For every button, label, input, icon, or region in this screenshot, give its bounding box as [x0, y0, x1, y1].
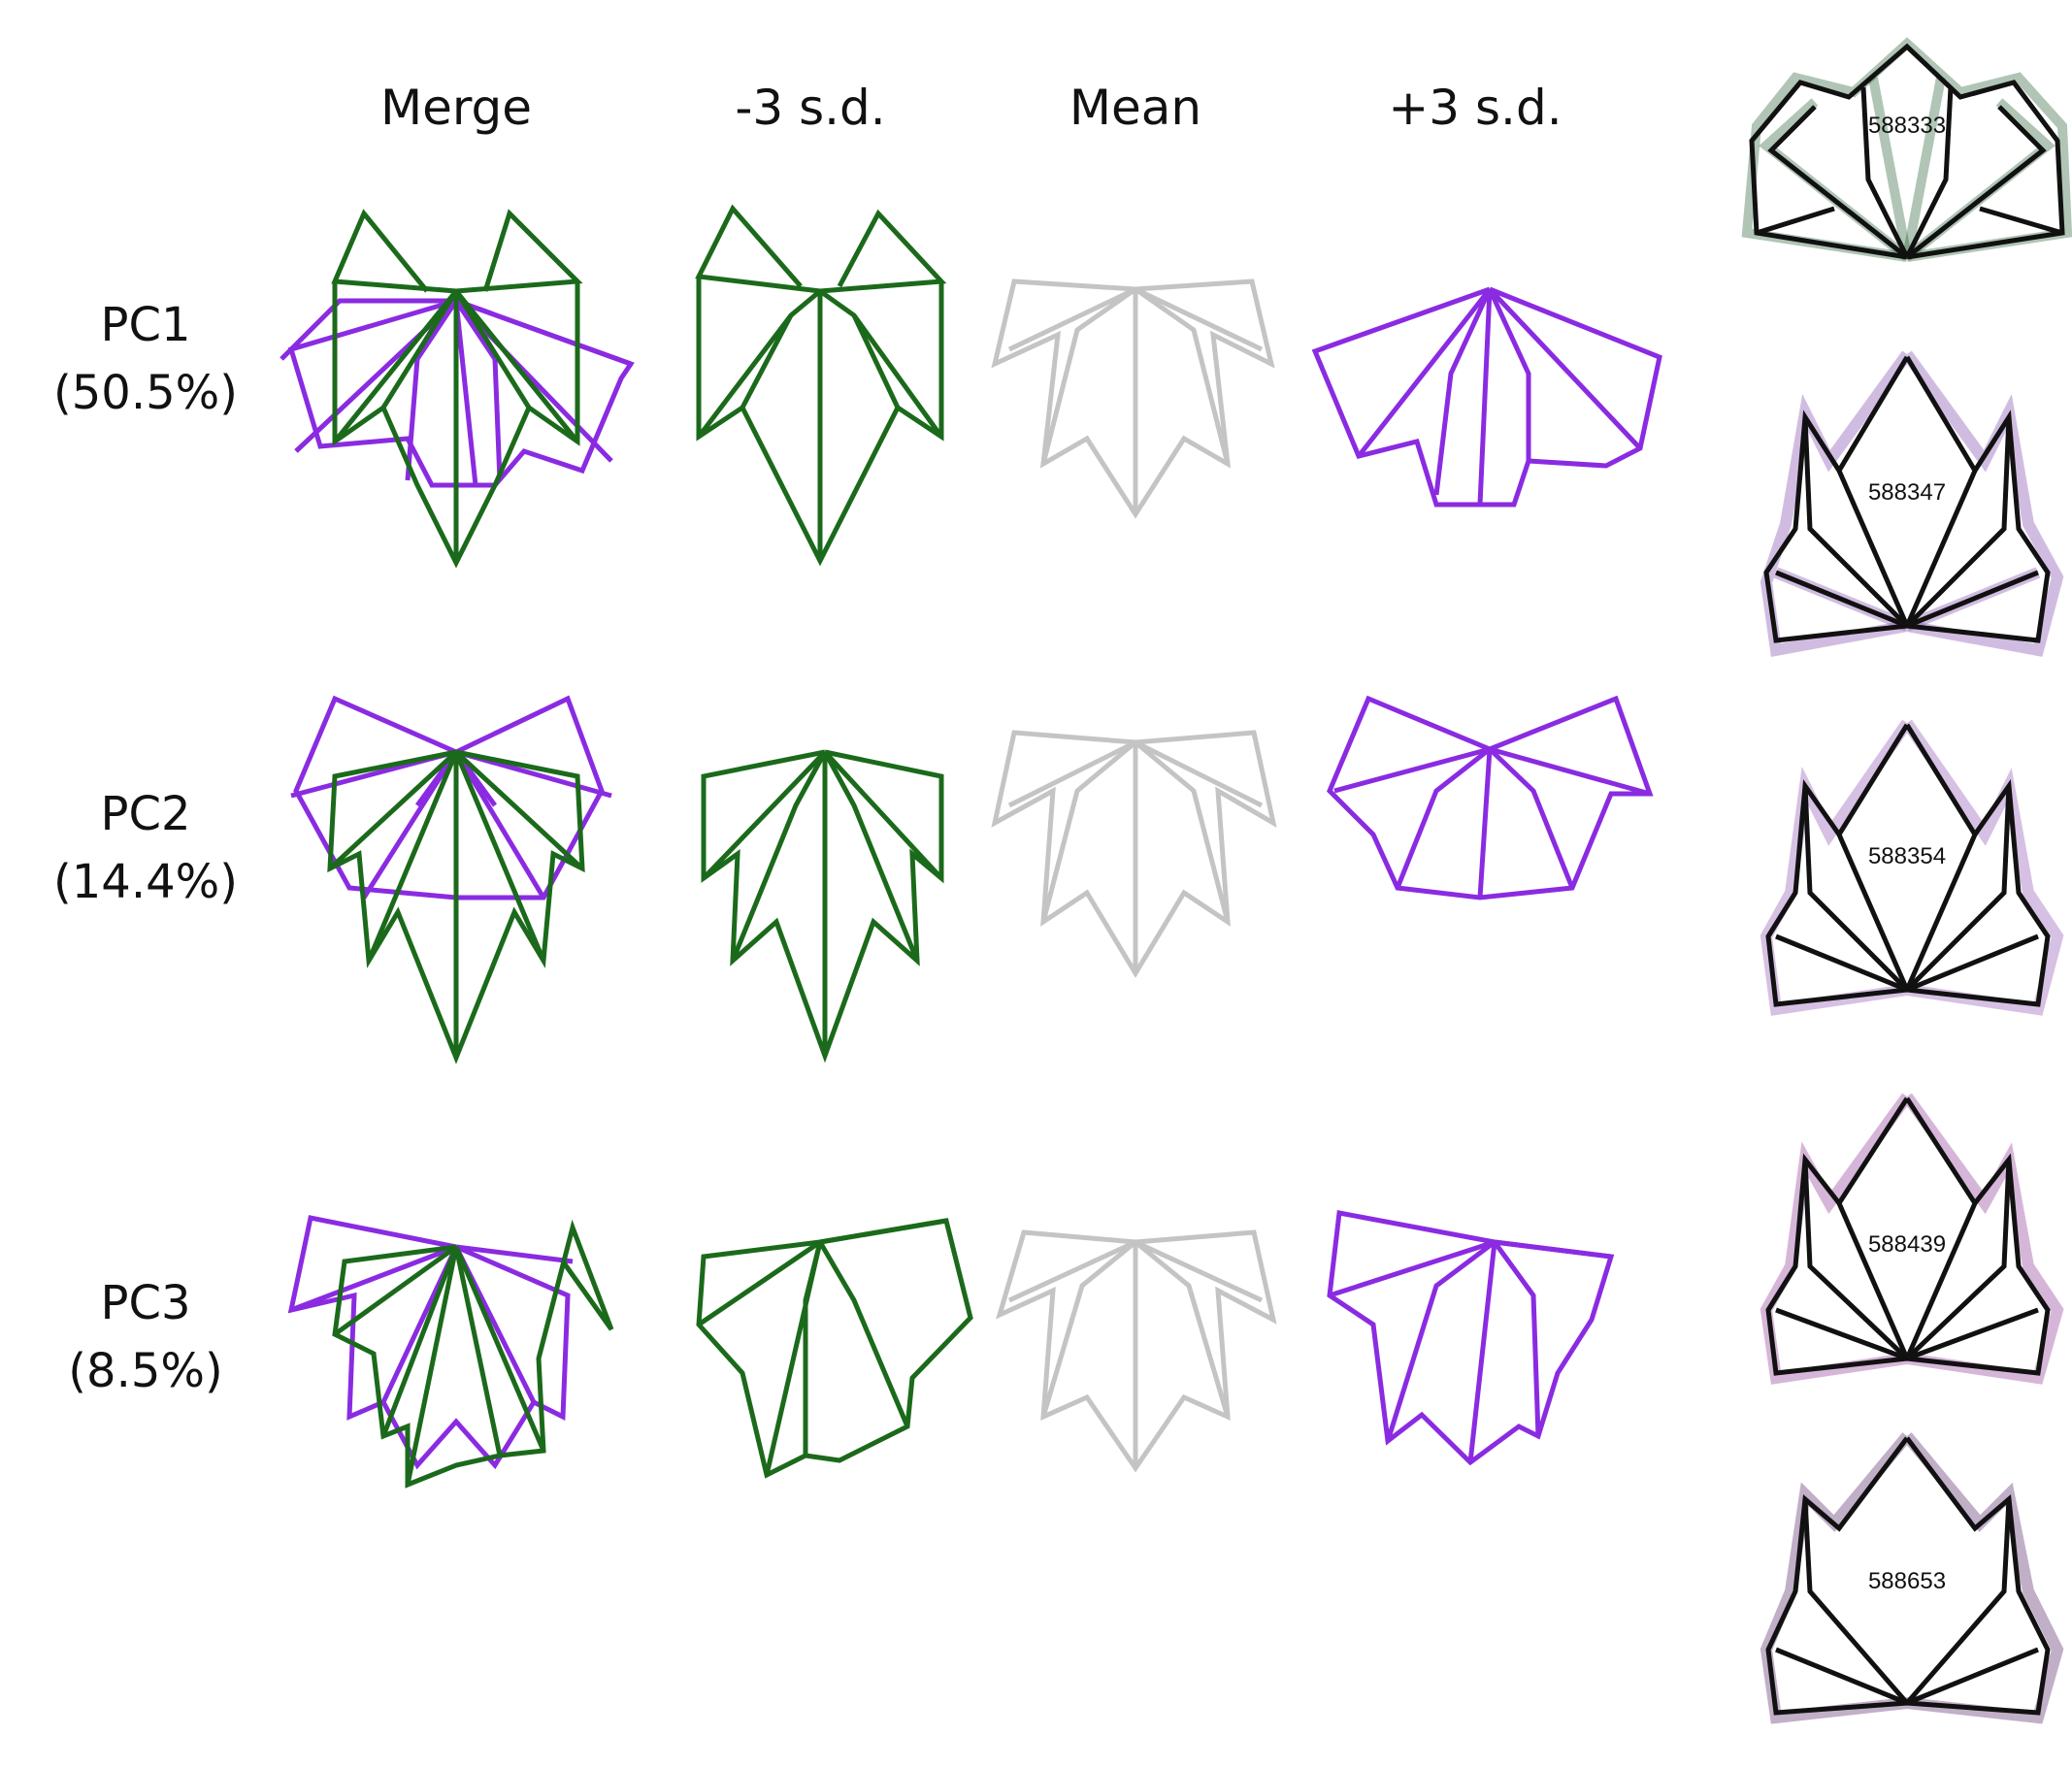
pc-variance: (14.4%): [53, 855, 238, 909]
accession-588653: 588653: [1760, 1432, 2064, 1724]
accession-588653-outline: [1765, 1436, 2051, 1716]
accession-label: 588439: [1868, 1231, 1946, 1258]
pc3-plus-shape: [1327, 1210, 1615, 1466]
pc2-merge-negative: [327, 749, 585, 1064]
pc2-plus-shape: [1327, 695, 1654, 900]
pc-variance: (8.5%): [68, 1344, 223, 1398]
accession-588439: 588439: [1760, 1093, 2064, 1385]
accession-588333: 588333: [1741, 37, 2072, 262]
column-header-merge: Merge: [379, 80, 533, 136]
accession-588333-overlay: [1741, 37, 2072, 262]
pc2-merge-shape: [290, 695, 612, 1064]
pc3-minus-shape: [696, 1218, 973, 1479]
pc-variance: (50.5%): [53, 366, 238, 420]
row-label-pc2: PC2 (14.4%): [19, 780, 272, 916]
accession-label: 588333: [1868, 113, 1946, 139]
pc1-merge-negative: [331, 209, 583, 569]
pc-name: PC3: [100, 1276, 191, 1330]
accession-label: 588354: [1868, 843, 1946, 869]
column-header-mean: Mean: [1069, 80, 1202, 136]
pc2-mean-shape: [991, 730, 1277, 978]
column-header-minus-3sd: -3 s.d.: [735, 80, 886, 136]
accession-label: 588653: [1868, 1568, 1946, 1594]
pc3-merge-positive: [287, 1215, 574, 1470]
accession-588354-outline: [1765, 723, 2051, 1007]
row-label-pc3: PC3 (8.5%): [19, 1269, 272, 1405]
accession-588347-outline: [1763, 355, 2051, 643]
accession-588347: 588347: [1760, 350, 2064, 658]
pc2-merge-positive: [290, 695, 612, 900]
accession-588333-outline: [1749, 43, 2065, 260]
accession-588439-outline: [1765, 1097, 2051, 1376]
accession-588354: 588354: [1760, 719, 2064, 1016]
pc-name: PC2: [100, 787, 191, 841]
pc1-merge-shape: [280, 209, 635, 569]
pc1-minus-shape: [695, 204, 947, 567]
pc3-mean-shape: [996, 1229, 1277, 1473]
row-label-pc1: PC1 (50.5%): [19, 291, 272, 427]
pc1-plus-shape: [1311, 286, 1662, 507]
pc2-minus-shape: [701, 749, 944, 1064]
accession-label: 588347: [1868, 479, 1946, 506]
pc1-mean-shape: [991, 278, 1275, 519]
pc3-merge-shape: [287, 1215, 614, 1489]
pc3-merge-negative: [332, 1219, 614, 1489]
column-header-plus-3sd: +3 s.d.: [1388, 80, 1562, 136]
pc-name: PC1: [100, 298, 191, 352]
